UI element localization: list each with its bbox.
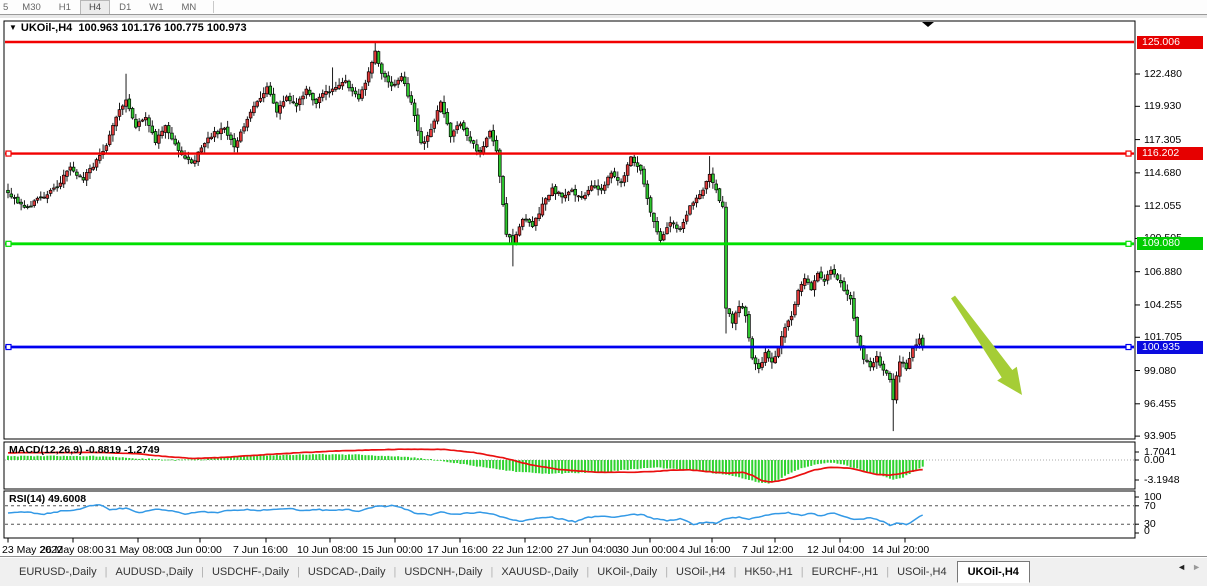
chart-tab-eurchfh1[interactable]: EURCHF-,H1 [811,566,879,578]
chart-tab-usoilh4[interactable]: USOil-,H4 [676,566,726,578]
tab-separator: | [393,566,397,578]
tab-scroll-left-icon[interactable]: ◄ [1177,562,1187,572]
tab-scroll-right-icon[interactable]: ► [1192,562,1201,572]
tab-scroll-arrows: ◄ ► [1174,562,1204,572]
chart-tab-usdcaddaily[interactable]: USDCAD-,Daily [307,566,386,578]
chart-shift-marker-icon[interactable] [922,22,934,27]
tab-separator: | [800,566,804,578]
timeframe-button-h1[interactable]: H1 [58,1,71,13]
rsi-pane[interactable] [3,490,1136,539]
chart-tab-ukoilh4[interactable]: UKOil-,H4 [956,561,1030,583]
hline-handle[interactable] [5,240,12,247]
price-pane[interactable] [3,20,1136,440]
tab-separator: | [104,566,108,578]
chart-tab-usdcnhdaily[interactable]: USDCNH-,Daily [404,566,483,578]
chart-tab-usoilh4[interactable]: USOil-,H4 [897,566,947,578]
hline-handle[interactable] [5,343,12,351]
tab-separator: | [201,566,204,578]
rsi-line[interactable] [7,504,924,527]
tab-separator: | [586,566,590,578]
tab-separator: | [886,566,890,578]
tab-separator: | [733,566,737,578]
tab-separator: | [296,566,300,578]
macd-signal-line [7,448,923,483]
hline-handle[interactable] [5,150,12,157]
hline-handle[interactable] [1125,150,1132,157]
chart-tab-audusddaily[interactable]: AUDUSD-,Daily [115,566,194,578]
tab-separator: | [665,566,669,578]
timeframe-button-mn[interactable]: MN [181,1,197,13]
chart-tab-xauusddaily[interactable]: XAUUSD-,Daily [501,566,579,578]
window-groove-top [0,14,1207,19]
timeframe-button-5[interactable]: 5 [3,1,9,13]
chart-tab-usdchfdaily[interactable]: USDCHF-,Daily [211,566,289,578]
window-groove-bottom [0,556,1207,559]
timeframe-button-m30[interactable]: M30 [22,1,41,13]
chart-tab-bar: EURUSD-,Daily | AUDUSD-,Daily | USDCHF-,Dail… [0,558,1207,586]
timeframe-button-w1[interactable]: W1 [149,1,164,13]
hline-handle[interactable] [1125,343,1132,351]
chart-tab-hk50h1[interactable]: HK50-,H1 [744,566,793,578]
toolbar-separator [213,1,215,13]
chart-tab-ukoildaily[interactable]: UKOil-,Daily [597,566,658,578]
tab-separator: | [490,566,494,578]
down-arrow-annotation[interactable] [951,295,1022,395]
macd-layer[interactable] [7,448,924,484]
candles-layer[interactable] [6,42,925,432]
hline-handle[interactable] [1125,240,1132,247]
chart-tab-eurusddaily[interactable]: EURUSD-,Daily [19,566,97,578]
chart-canvas[interactable] [0,0,1207,558]
timeframe-button-d1[interactable]: D1 [119,1,132,13]
